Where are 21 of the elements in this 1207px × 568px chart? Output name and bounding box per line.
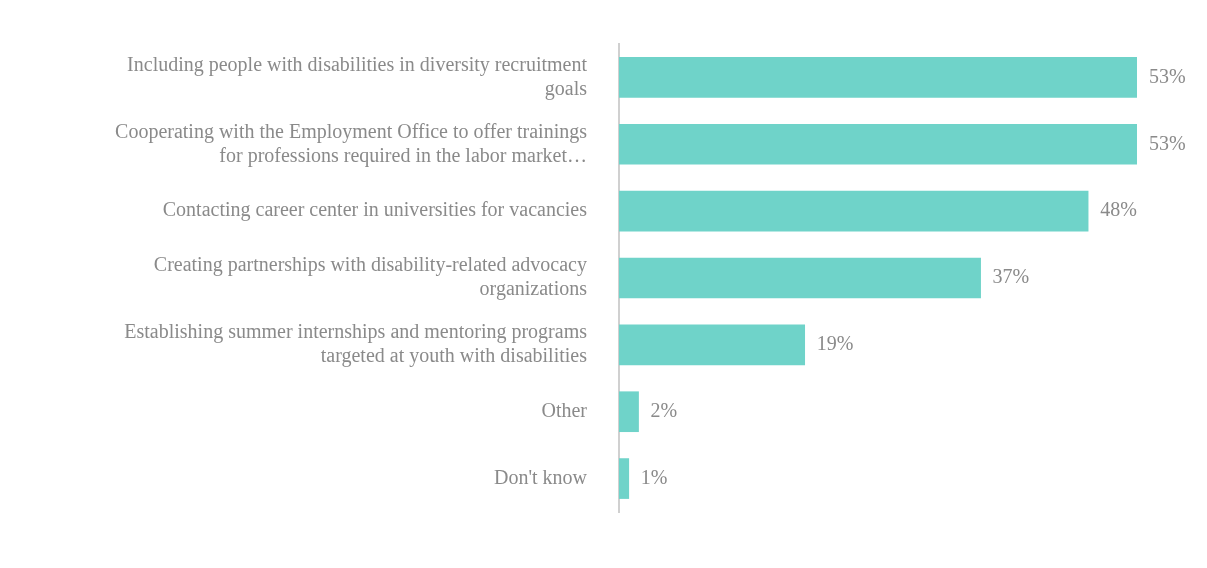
bar bbox=[619, 123, 1137, 165]
y-tick-label: Including people with disabilities in diversity recruitment goals bbox=[127, 52, 588, 100]
y-tick-label: Cooperating with the Employment Office to offer trainings for professions required in the labor market… bbox=[115, 119, 588, 167]
bar bbox=[619, 458, 630, 499]
data-label: 1% bbox=[640, 465, 668, 488]
data-label: 53% bbox=[1149, 64, 1186, 87]
y-tick-label: Creating partnerships with disability-related advocacy organizations bbox=[153, 253, 588, 301]
y-tick-label: Don't know bbox=[493, 465, 588, 488]
y-tick-label: Contacting career center in universities for vacancies bbox=[162, 198, 588, 222]
bar bbox=[619, 190, 1089, 232]
bar bbox=[619, 57, 1137, 98]
data-label: 19% bbox=[816, 332, 854, 355]
data-label: 53% bbox=[1149, 131, 1186, 154]
data-label: 2% bbox=[650, 398, 678, 421]
data-label: 37% bbox=[992, 265, 1030, 288]
bar bbox=[619, 257, 981, 299]
y-tick-label: Other bbox=[541, 398, 588, 421]
y-tick-label: Establishing summer internships and mentoring programs targeted at youth with disabilities bbox=[124, 320, 588, 368]
data-label: 48% bbox=[1100, 198, 1137, 221]
bar bbox=[619, 324, 806, 366]
bar bbox=[619, 391, 639, 433]
